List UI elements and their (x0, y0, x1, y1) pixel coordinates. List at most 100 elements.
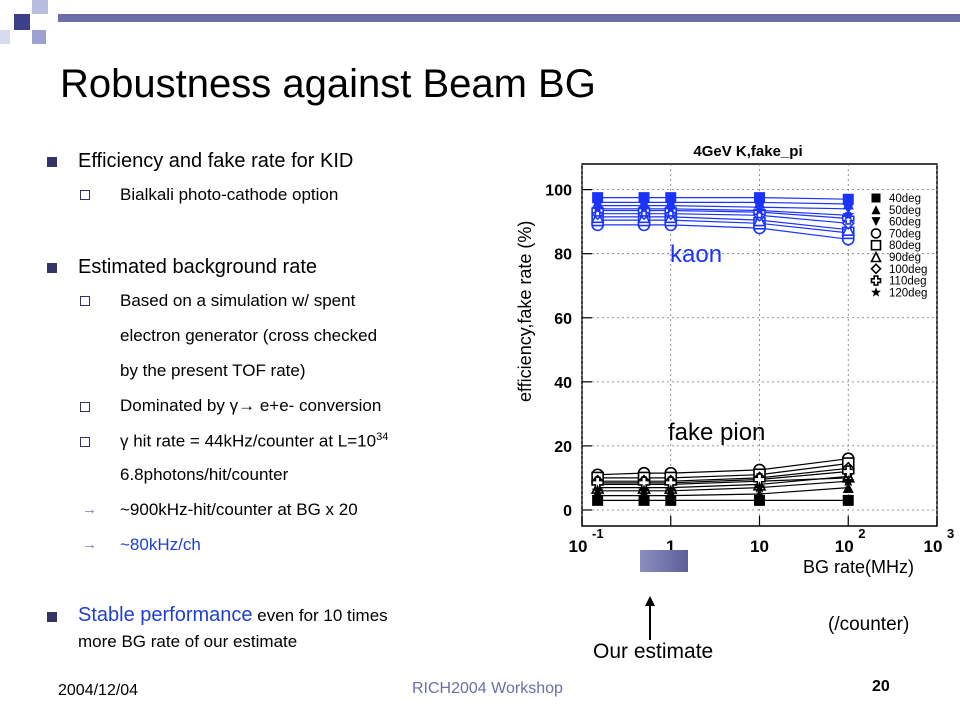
x-tick-exponent: 3 (947, 526, 954, 541)
legend-label: 120deg (889, 287, 927, 299)
efficiency-chart: 0 20 40 60 80 100 10 -1 1 10 10 2 10 3 4GeV K,fake_pi B… (515, 143, 954, 577)
bullet-80khz: ~80kHz/ch (120, 535, 201, 554)
data-point (842, 474, 855, 487)
corner-square-3 (32, 30, 46, 44)
y-tick-label: 20 (554, 439, 572, 456)
data-point (842, 203, 854, 215)
slide-title: Robustness against Beam BG (60, 62, 596, 106)
bullet-simulation-3: by the present TOF rate) (120, 361, 306, 380)
legend-marker (871, 193, 881, 203)
kaon-annotation: kaon (670, 241, 722, 268)
data-point (754, 488, 765, 500)
sub-bullet-marker (80, 437, 90, 447)
header-bar (58, 14, 960, 22)
hit-rate-exponent: 34 (376, 431, 389, 443)
legend-marker (870, 263, 882, 275)
series-line (597, 197, 849, 200)
data-point (753, 204, 766, 216)
bullet-stable: Stable performance even for 10 times (78, 604, 388, 627)
bullet-marker (47, 612, 57, 622)
chart-title: 4GeV K,fake_pi (693, 143, 802, 160)
bullet-marker (47, 157, 57, 167)
data-point (842, 494, 854, 506)
legend-label: 80deg (889, 240, 921, 252)
series-line (597, 201, 849, 205)
data-point (591, 202, 604, 214)
data-point (664, 476, 678, 490)
data-point (664, 202, 677, 214)
arrow-bullet-marker: → (82, 501, 97, 518)
series-line (597, 224, 849, 240)
data-point (637, 476, 651, 490)
data-point (638, 202, 650, 214)
data-point (841, 465, 855, 478)
data-point (638, 490, 650, 502)
x-tick-label: 1 (666, 537, 675, 556)
x-tick-label: 10 (569, 537, 588, 556)
series-line (597, 216, 849, 231)
legend-label: 50deg (889, 205, 921, 217)
footer-center: RICH2004 Workshop (412, 680, 563, 697)
legend-marker (871, 217, 881, 227)
x-tick-label: 10 (924, 537, 943, 556)
data-point (591, 484, 604, 496)
legend-label: 110deg (889, 276, 927, 288)
x-tick-label: 10 (750, 537, 769, 556)
data-point (592, 490, 604, 502)
bullet-hit-rate: γ hit rate = 44kHz/counter at L=1034 (120, 431, 388, 452)
y-tick-label: 0 (563, 503, 572, 520)
data-point (638, 484, 650, 496)
data-point (664, 484, 677, 496)
footer-date: 2004/12/04 (58, 682, 139, 699)
hit-rate-text: γ hit rate = 44kHz/counter at L=10 (120, 431, 377, 451)
y-tick-label: 40 (554, 375, 572, 392)
sub-bullet-marker (80, 296, 90, 306)
bullet-simulation-1: Based on a simulation w/ spent (120, 291, 356, 310)
legend-label: 60deg (889, 217, 921, 229)
data-point (665, 490, 677, 502)
bullet-simulation-2: electron generator (cross checked (120, 326, 378, 345)
data-point (753, 481, 766, 493)
arrow-bullet-marker: → (82, 536, 97, 553)
data-point (591, 476, 604, 490)
estimate-range-box (640, 550, 688, 572)
corner-square-4 (0, 30, 10, 44)
stable-rest-text: even for 10 times (252, 606, 388, 625)
x-tick-exponent: -1 (592, 526, 604, 541)
legend-marker (871, 205, 881, 215)
y-tick-label: 60 (554, 311, 572, 328)
legend-marker (870, 250, 882, 263)
x-tick-label: 10 (835, 537, 854, 556)
legend-label: 70deg (889, 228, 921, 240)
bullet-bialkali: Bialkali photo-cathode option (120, 185, 339, 204)
legend-marker (870, 239, 882, 251)
legend-marker (870, 275, 882, 286)
corner-square-1 (14, 14, 30, 30)
x-tick-exponent: 2 (858, 526, 865, 541)
unit-note: (/counter) (828, 614, 910, 635)
sub-bullet-marker (80, 402, 90, 412)
corner-square-2 (32, 0, 48, 14)
fake-pion-annotation: fake pion (668, 419, 765, 446)
legend-label: 100deg (889, 264, 927, 276)
bullet-marker (47, 263, 57, 273)
estimate-arrow (645, 596, 655, 640)
bullet-photons: 6.8photons/hit/counter (120, 465, 289, 484)
bullet-bg-rate: Estimated background rate (78, 256, 318, 278)
sub-bullet-marker (80, 190, 90, 200)
data-point (754, 494, 765, 506)
footer-page-number: 20 (872, 678, 890, 695)
bullet-efficiency: Efficiency and fake rate for KID (78, 150, 354, 172)
data-point (842, 208, 855, 221)
legend-label: 40deg (889, 193, 921, 205)
bullet-900khz: ~900kHz-hit/counter at BG x 20 (120, 500, 358, 519)
bullet-stable-2: more BG rate of our estimate (78, 632, 298, 651)
legend-marker (870, 228, 882, 239)
y-tick-label: 80 (554, 247, 572, 264)
bullet-dominated: Dominated by γ→ e+e- conversion (120, 396, 382, 415)
estimate-label: Our estimate (593, 640, 714, 663)
x-axis-label: BG rate(MHz) (803, 557, 914, 577)
legend-marker (871, 287, 881, 297)
y-tick-label: 100 (545, 183, 572, 200)
data-point (842, 482, 854, 494)
